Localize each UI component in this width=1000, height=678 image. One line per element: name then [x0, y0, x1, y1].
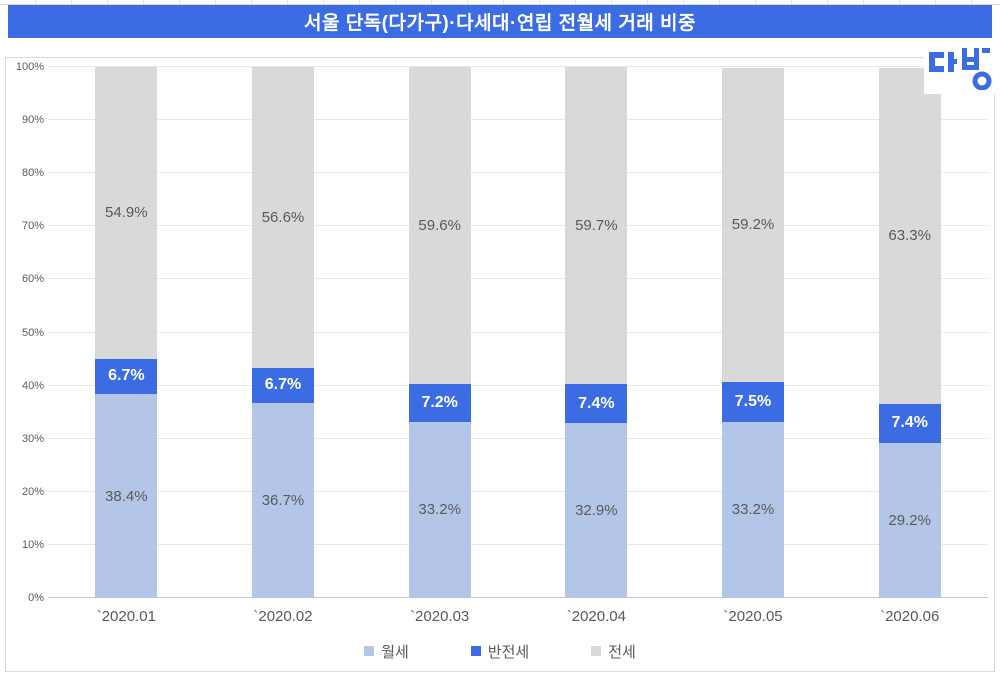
bar-value-label: 6.7%: [264, 376, 302, 394]
gridline: [48, 384, 988, 386]
bar-value-label: 54.9%: [105, 204, 148, 222]
chart-title-bar: 서울 단독(다가구)·다세대·연립 전월세 거래 비중: [8, 5, 992, 38]
bar-value-label: 29.2%: [888, 511, 931, 529]
gridline: [48, 225, 988, 227]
bar-column: 32.9% 7.4% 59.7%: [565, 67, 628, 598]
legend-swatch: [591, 646, 602, 656]
bar-slot: 38.4% 6.7% 54.9%: [48, 67, 205, 598]
gridline: [48, 543, 988, 545]
bar-column: 33.2% 7.5% 59.2%: [722, 67, 785, 598]
y-axis-tick-label: 60%: [21, 273, 44, 286]
bar-segment: 7.2%: [408, 383, 471, 422]
legend-label: 월세: [381, 643, 409, 661]
bar-slot: 33.2% 7.5% 59.2%: [675, 67, 832, 598]
y-axis-tick-label: 70%: [21, 220, 44, 233]
dabang-logo-icon: [929, 48, 992, 90]
legend-swatch: [364, 646, 375, 656]
bar-value-label: 36.7%: [261, 492, 305, 510]
bar-value-label: 59.6%: [418, 216, 461, 234]
bar-segment: 7.4%: [878, 403, 941, 443]
bar-segment: 7.5%: [722, 381, 785, 422]
bar-column: 36.7% 6.7% 56.6%: [252, 67, 314, 598]
bar-column: 29.2% 7.4% 63.3%: [878, 67, 941, 598]
plot-area: 38.4% 6.7% 54.9% 36.7% 6.7% 56.6% 33.2% 7.2% 59.…: [48, 66, 988, 598]
legend-item: 전세: [591, 641, 636, 662]
bar-segment: 33.2%: [408, 421, 471, 598]
bar-value-label: 6.7%: [108, 367, 145, 385]
bar-segment: 36.7%: [252, 403, 314, 598]
legend-item: 반전세: [470, 641, 530, 662]
bar-value-label: 33.2%: [731, 501, 775, 519]
bar-value-label: 56.6%: [261, 208, 305, 226]
bar-segment: 32.9%: [565, 423, 628, 598]
y-axis-tick-label: 0%: [28, 592, 44, 604]
bar-slot: 32.9% 7.4% 59.7%: [518, 67, 675, 598]
legend: 월세 반전세 전세: [6, 640, 994, 662]
y-axis-tick-label: 30%: [21, 432, 44, 445]
bar-segment: 6.7%: [95, 358, 158, 395]
bar-value-label: 59.7%: [575, 217, 618, 235]
bar-column: 38.4% 6.7% 54.9%: [95, 67, 158, 598]
y-axis-tick-label: 90%: [21, 114, 44, 127]
bar-value-label: 38.4%: [105, 487, 148, 505]
bar-value-label: 7.4%: [891, 414, 928, 432]
bar-value-label: 63.3%: [888, 227, 931, 245]
x-axis-label: `2020.03: [410, 608, 470, 625]
gridline: [48, 172, 988, 174]
chart-container: 0% 10% 20% 30% 40% 50% 60% 70% 80% 90% 100% 38.4% 6…: [5, 57, 995, 672]
x-axis-label: `2020.02: [253, 608, 313, 625]
bar-segment: 54.9%: [95, 67, 158, 359]
chart-title: 서울 단독(다가구)·다세대·연립 전월세 거래 비중: [303, 13, 697, 34]
y-axis-tick-label: 80%: [21, 167, 44, 180]
bar-value-label: 59.2%: [731, 216, 775, 234]
gridline: [48, 331, 988, 333]
bar-segment: 56.6%: [252, 67, 314, 368]
y-axis-tick-label: 20%: [21, 485, 44, 498]
bar-slot: 36.7% 6.7% 56.6%: [205, 67, 362, 598]
bar-value-label: 32.9%: [575, 502, 618, 520]
gridline: [48, 66, 988, 67]
bar-value-label: 7.2%: [421, 393, 458, 411]
x-axis-label: `2020.04: [566, 608, 626, 625]
gridline: [48, 119, 988, 121]
y-axis: 0% 10% 20% 30% 40% 50% 60% 70% 80% 90% 100%: [8, 61, 44, 604]
legend-label: 전세: [608, 643, 636, 661]
x-axis-label: `2020.01: [96, 608, 156, 625]
spreadsheet-grid-strip: [0, 0, 1000, 5]
x-axis-label: `2020.06: [880, 608, 940, 625]
bar-segment: 33.2%: [722, 421, 785, 598]
gridline: [48, 278, 988, 280]
bar-value-label: 33.2%: [418, 501, 461, 519]
bar-value-label: 7.5%: [734, 392, 772, 410]
legend-item: 월세: [364, 641, 409, 662]
x-axis: `2020.01 `2020.02 `2020.03 `2020.04 `2020.05…: [48, 606, 988, 628]
bar-segment: 29.2%: [878, 442, 941, 598]
bar-segment: 59.2%: [722, 67, 785, 382]
legend-label: 반전세: [487, 643, 530, 661]
dabang-logo: [924, 44, 996, 94]
bar-slot: 33.2% 7.2% 59.6%: [361, 67, 518, 598]
bar-segment: 59.7%: [565, 67, 628, 385]
y-axis-tick-label: 100%: [15, 61, 44, 73]
bar-segment: 38.4%: [95, 394, 158, 598]
legend-swatch: [470, 646, 481, 656]
x-axis-label: `2020.05: [723, 608, 783, 625]
bar-segment: 63.3%: [878, 67, 941, 404]
bar-segment: 6.7%: [252, 367, 314, 404]
y-axis-tick-label: 40%: [21, 379, 44, 392]
bar-value-label: 7.4%: [578, 394, 615, 412]
bar-segment: 7.4%: [565, 384, 628, 424]
gridline: [48, 490, 988, 492]
bar-slot: 29.2% 7.4% 63.3%: [831, 67, 988, 598]
y-axis-tick-label: 50%: [21, 326, 44, 339]
x-axis-line: [48, 597, 988, 598]
bar-segment: 59.6%: [408, 67, 471, 384]
y-axis-tick-label: 10%: [21, 538, 44, 551]
bar-column: 33.2% 7.2% 59.6%: [408, 67, 471, 598]
gridline: [48, 437, 988, 439]
bars-layer: 38.4% 6.7% 54.9% 36.7% 6.7% 56.6% 33.2% 7.2% 59.…: [48, 67, 988, 598]
